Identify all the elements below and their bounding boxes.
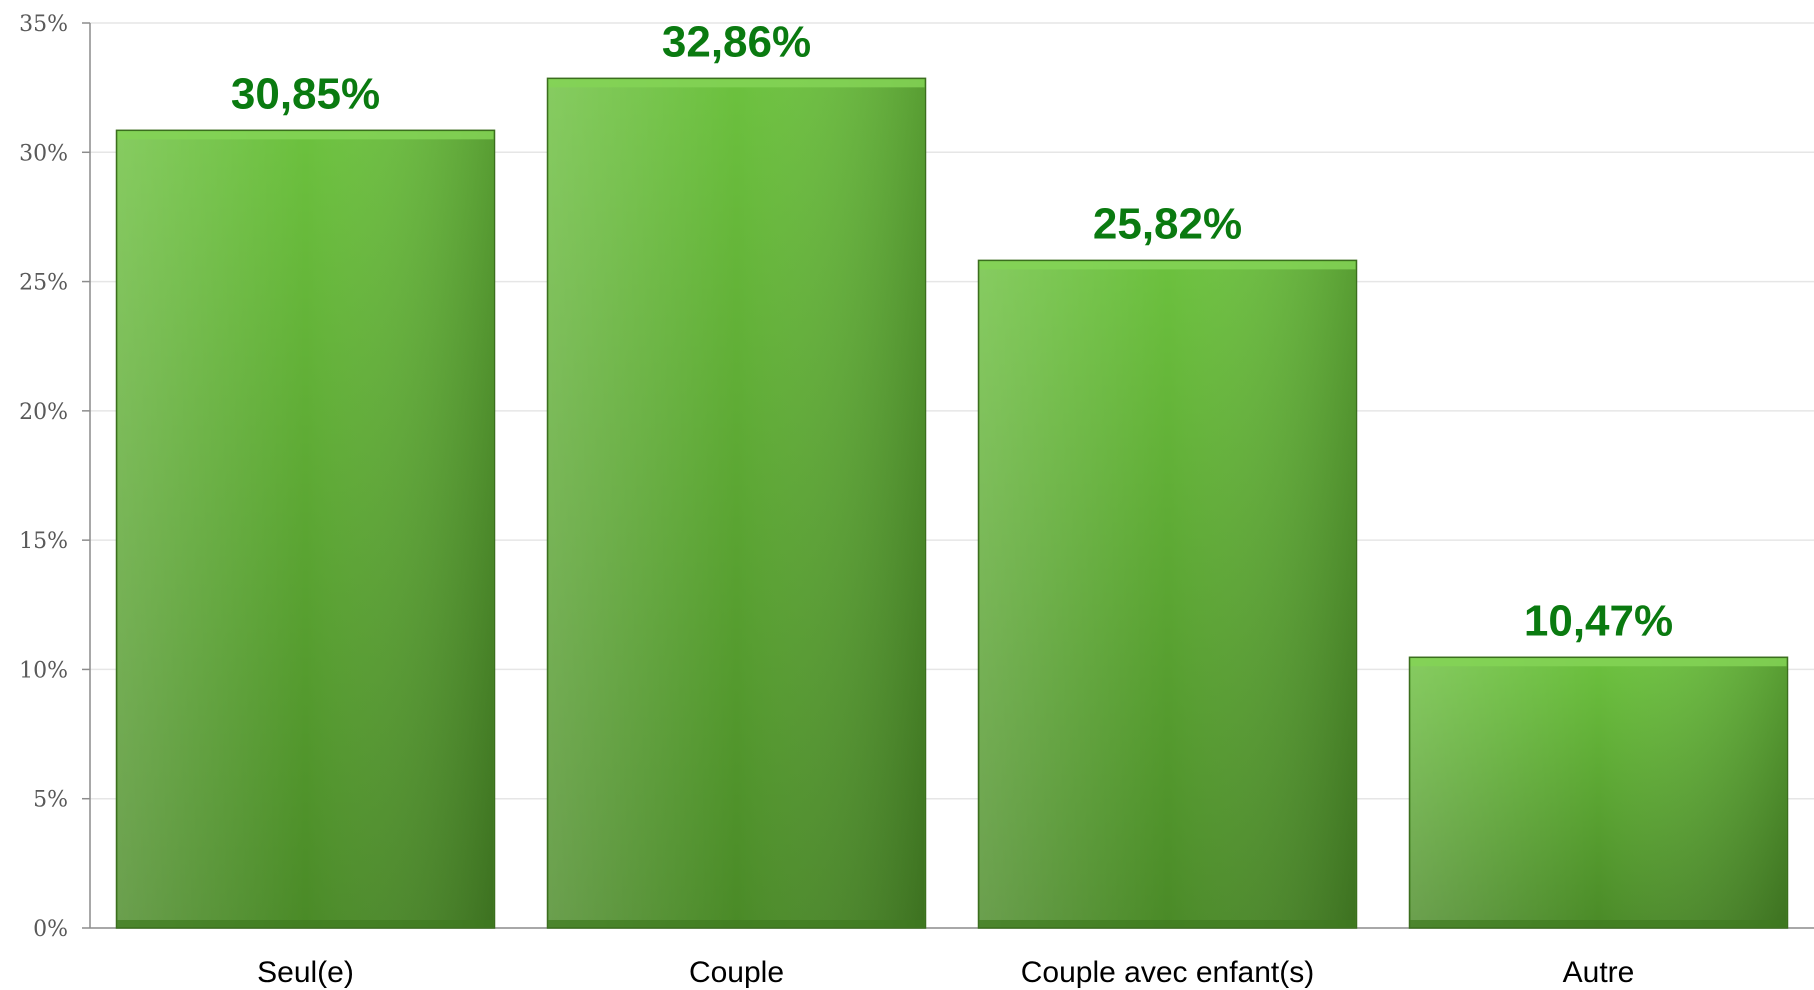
y-tick-label: 10% [19,658,68,683]
bar-top-highlight [548,79,925,88]
bars [115,77,1789,929]
bar-group [977,259,1358,929]
bar-bevel [979,261,1356,928]
y-tick-label: 20% [19,400,68,425]
bar-bevel [117,131,494,928]
bar-group [546,77,927,929]
y-tick-label: 25% [19,271,68,296]
y-tick-label: 0% [33,917,68,942]
x-category-label: Couple avec enfant(s) [1021,956,1315,989]
bar-bottom-shade [979,920,1356,927]
bar-top-highlight [1410,658,1787,667]
bar-bottom-shade [117,920,494,927]
data-label: 10,47% [1524,596,1673,645]
bar-top-highlight [117,131,494,140]
bar-group [1408,656,1789,929]
y-tick-label: 30% [19,141,68,166]
x-category-label: Couple [689,956,784,989]
x-category-label: Seul(e) [257,956,354,989]
bar-group [115,129,496,929]
y-tick-label: 35% [19,12,68,37]
bar-bevel [548,79,925,927]
bar-top-highlight [979,261,1356,270]
y-tick-label: 15% [19,529,68,554]
bar-bevel [1410,658,1787,927]
bar-bottom-shade [1410,920,1787,927]
bar-bottom-shade [548,920,925,927]
data-label: 30,85% [231,69,380,118]
x-category-label: Autre [1563,956,1635,989]
data-label: 25,82% [1093,199,1242,248]
data-label: 32,86% [662,17,811,66]
labels: 0% 5% 10% 15% 20% 25% 30% 35% 30,85% Seul(e) 32,86… [19,12,1673,989]
y-tick-label: 5% [33,788,68,813]
